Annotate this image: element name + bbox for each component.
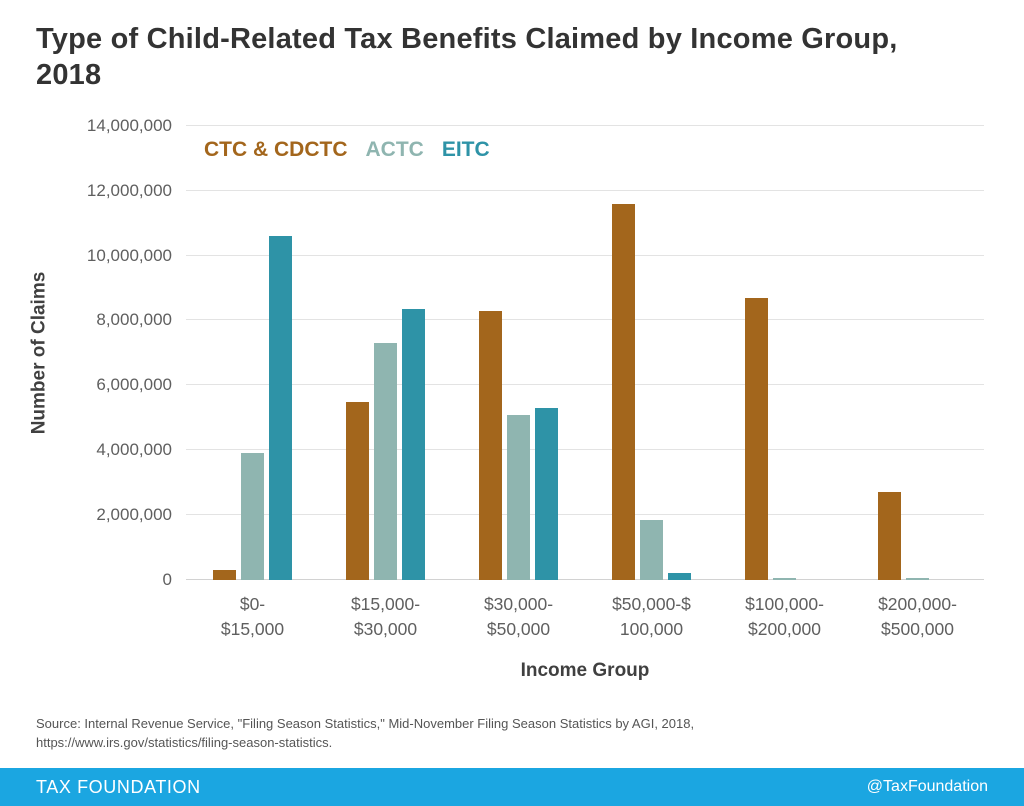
legend-item: EITC (441, 137, 490, 161)
bar-ctc-cdctc (346, 401, 369, 580)
gridline (186, 254, 984, 256)
bar-group (851, 126, 984, 580)
bar-group (718, 126, 851, 580)
gridline (186, 449, 984, 451)
bar-ctc-cdctc (213, 570, 236, 580)
chart: Number of Claims 0 2,000,000 4,000,000 6,00… (0, 102, 1024, 702)
x-tick-label: $100,000- $200,000 (745, 593, 824, 640)
x-axis-tick-labels: $0- $15,000 $15,000- $30,000 $30,000- $50,… (186, 592, 984, 643)
bar-group (585, 126, 718, 580)
legend-item: ACTC (365, 137, 424, 161)
chart-title: Type of Child-Related Tax Benefits Claim… (36, 23, 898, 91)
bar-actc (241, 453, 264, 580)
y-tick-label: 0 (162, 569, 172, 589)
bar-eitc (402, 309, 425, 580)
source-line-1: Source: Internal Revenue Service, "Filin… (36, 715, 695, 731)
y-tick-label: 2,000,000 (96, 505, 172, 525)
bar-eitc (269, 236, 292, 580)
bar-actc (906, 577, 929, 580)
x-tick-label: $0- $15,000 (220, 593, 285, 640)
bar-actc (374, 343, 397, 580)
bar-eitc (535, 408, 558, 580)
legend: CTC & CDCTC ACTC EITC (204, 138, 508, 162)
y-tick-label: 10,000,000 (86, 245, 172, 265)
x-tick-label: $30,000- $50,000 (483, 593, 554, 640)
plot-area: CTC & CDCTC ACTC EITC (186, 124, 984, 580)
x-tick-label: $50,000-$ 100,000 (612, 593, 691, 640)
bar-group (452, 126, 585, 580)
y-tick-label: 4,000,000 (96, 440, 172, 460)
brand-name: TAX FOUNDATION (36, 776, 201, 797)
x-tick-label: $200,000- $500,000 (878, 593, 957, 640)
x-tick-label: $15,000- $30,000 (350, 593, 421, 640)
y-tick-label: 6,000,000 (96, 375, 172, 395)
y-tick-label: 14,000,000 (86, 115, 172, 135)
bar-ctc-cdctc (612, 203, 635, 580)
gridline (186, 578, 984, 580)
source-line-2: https://www.irs.gov/statistics/filing-se… (36, 735, 333, 751)
y-tick-label: 12,000,000 (86, 180, 172, 200)
bars-layer (186, 126, 984, 580)
gridline (186, 514, 984, 516)
gridline (186, 384, 984, 386)
x-axis-title: Income Group (520, 659, 650, 681)
bar-group (319, 126, 452, 580)
gridline (186, 189, 984, 191)
footer-bar: TAX FOUNDATION @TaxFoundation (0, 768, 1024, 806)
y-tick-label: 8,000,000 (96, 310, 172, 330)
bar-actc (773, 577, 796, 580)
bar-actc (640, 519, 663, 580)
bar-ctc-cdctc (479, 310, 502, 580)
twitter-handle: @TaxFoundation (866, 778, 988, 795)
source-note: Source: Internal Revenue Service, "Filin… (0, 702, 1024, 753)
bar-eitc (668, 573, 691, 580)
bar-ctc-cdctc (878, 492, 901, 580)
gridline (186, 319, 984, 321)
y-axis-tick-labels: 0 2,000,000 4,000,000 6,000,000 8,000,000 10,… (0, 116, 172, 589)
bar-group (186, 126, 319, 580)
gridline (186, 124, 984, 126)
legend-item: CTC & CDCTC (204, 137, 348, 161)
bar-ctc-cdctc (745, 297, 768, 580)
bar-actc (507, 414, 530, 580)
page: Type of Child-Related Tax Benefits Claim… (0, 23, 1024, 806)
